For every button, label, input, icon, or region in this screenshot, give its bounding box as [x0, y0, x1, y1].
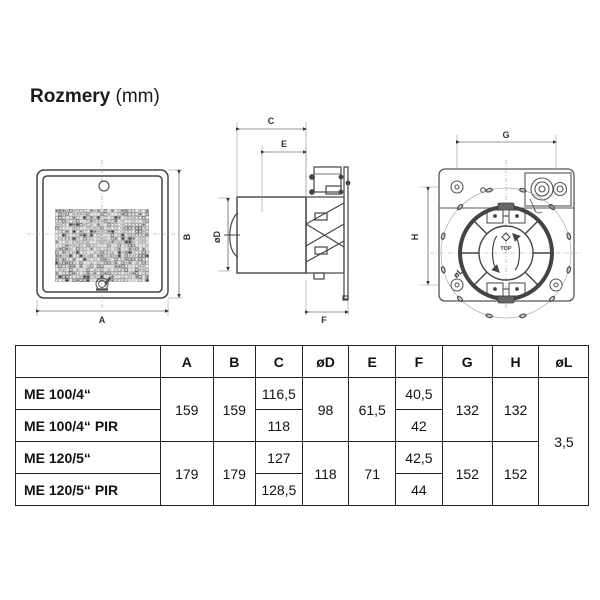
svg-text:E: E — [281, 139, 287, 149]
svg-text:G: G — [502, 130, 509, 140]
svg-text:C: C — [268, 116, 275, 126]
svg-text:A: A — [99, 315, 106, 325]
svg-text:B: B — [182, 233, 192, 240]
svg-text:H: H — [410, 234, 420, 241]
svg-text:TOP: TOP — [500, 246, 512, 252]
svg-text:øD: øD — [212, 231, 222, 243]
svg-text:F: F — [321, 315, 327, 325]
